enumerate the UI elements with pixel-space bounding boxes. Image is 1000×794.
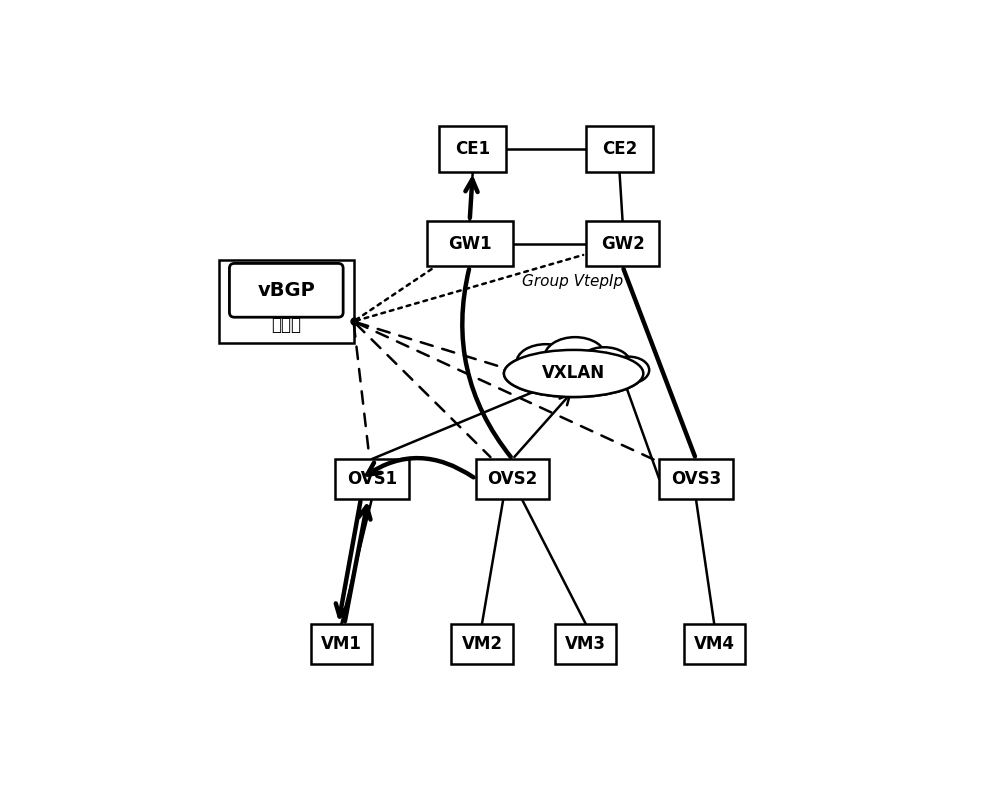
Text: CE1: CE1	[455, 140, 490, 158]
Ellipse shape	[504, 350, 643, 397]
Text: OVS3: OVS3	[671, 470, 721, 488]
Ellipse shape	[516, 345, 575, 381]
FancyBboxPatch shape	[427, 221, 512, 267]
Ellipse shape	[504, 350, 643, 397]
FancyBboxPatch shape	[555, 624, 616, 664]
Text: VM2: VM2	[461, 635, 502, 653]
FancyBboxPatch shape	[229, 264, 343, 318]
Text: CE2: CE2	[602, 140, 637, 158]
Ellipse shape	[578, 347, 631, 381]
Text: Group VtepIp: Group VtepIp	[522, 274, 623, 289]
Text: 控制器: 控制器	[271, 316, 301, 333]
Text: VM1: VM1	[321, 635, 362, 653]
FancyBboxPatch shape	[451, 624, 512, 664]
FancyBboxPatch shape	[659, 459, 733, 499]
Text: GW2: GW2	[601, 234, 644, 252]
FancyBboxPatch shape	[684, 624, 745, 664]
Text: VM4: VM4	[694, 635, 735, 653]
Text: OVS2: OVS2	[487, 470, 538, 488]
FancyBboxPatch shape	[439, 126, 506, 172]
FancyBboxPatch shape	[586, 221, 659, 267]
Ellipse shape	[608, 357, 649, 384]
Text: VM3: VM3	[565, 635, 606, 653]
FancyBboxPatch shape	[219, 260, 354, 343]
FancyBboxPatch shape	[476, 459, 549, 499]
FancyBboxPatch shape	[586, 126, 653, 172]
Text: OVS1: OVS1	[347, 470, 397, 488]
FancyBboxPatch shape	[335, 459, 409, 499]
Text: VXLAN: VXLAN	[542, 364, 605, 383]
Ellipse shape	[544, 337, 606, 377]
Text: GW1: GW1	[448, 234, 492, 252]
FancyBboxPatch shape	[311, 624, 372, 664]
Text: vBGP: vBGP	[257, 281, 315, 300]
